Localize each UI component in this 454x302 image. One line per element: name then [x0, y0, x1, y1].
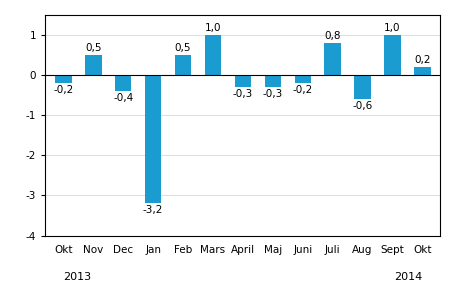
Bar	[115, 75, 131, 91]
Bar	[205, 35, 221, 75]
Bar	[85, 55, 102, 75]
Text: 0,5: 0,5	[175, 43, 191, 53]
Text: 2013: 2013	[64, 271, 91, 282]
Text: -3,2: -3,2	[143, 205, 163, 216]
Text: -0,2: -0,2	[53, 85, 74, 95]
Bar	[414, 67, 431, 75]
Bar	[145, 75, 161, 204]
Text: 0,8: 0,8	[325, 31, 341, 41]
Text: 0,2: 0,2	[414, 55, 431, 65]
Bar	[175, 55, 191, 75]
Text: 0,5: 0,5	[85, 43, 102, 53]
Bar	[384, 35, 401, 75]
Bar	[325, 43, 341, 75]
Text: -0,3: -0,3	[233, 89, 253, 99]
Bar	[265, 75, 281, 87]
Bar	[235, 75, 251, 87]
Text: 2014: 2014	[394, 271, 422, 282]
Text: -0,2: -0,2	[293, 85, 313, 95]
Bar	[55, 75, 72, 83]
Text: -0,4: -0,4	[113, 93, 133, 103]
Bar	[355, 75, 371, 99]
Text: 1,0: 1,0	[384, 23, 401, 33]
Bar	[295, 75, 311, 83]
Text: -0,3: -0,3	[263, 89, 283, 99]
Text: -0,6: -0,6	[352, 101, 373, 111]
Text: 1,0: 1,0	[205, 23, 221, 33]
